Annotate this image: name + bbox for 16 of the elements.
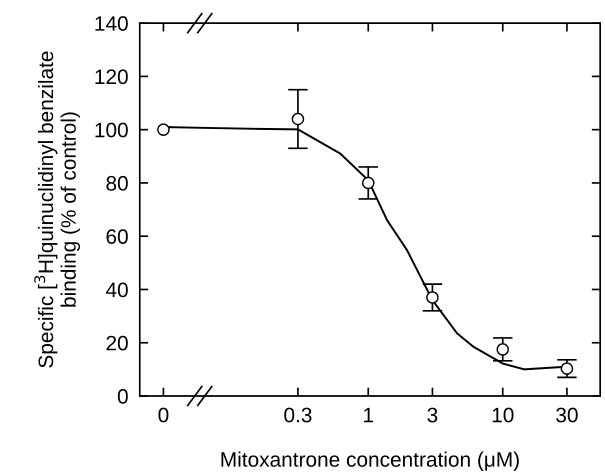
y-tick-label: 120	[95, 69, 128, 84]
y-tick-label: 80	[106, 176, 128, 191]
x-tick-label: 10	[492, 408, 514, 422]
x-tick-label: 3	[427, 408, 438, 422]
y-tick-label: 40	[106, 282, 128, 298]
x-tick-label: 30	[556, 408, 578, 422]
y-tick-label: 60	[106, 229, 128, 244]
y-axis-title: Specific [$^{3}$H]quinuclidinyl benzilate binding (% of control)	[34, 51, 80, 368]
x-axis-title: Mitoxantrone concentration (μM)	[222, 452, 519, 471]
y-tick-label: 140	[95, 16, 128, 31]
y-tick-label: 100	[95, 122, 128, 138]
x-tick-label: 1	[364, 408, 374, 422]
y-tick-label: 0	[118, 389, 128, 404]
x-tick-label: 0	[158, 408, 168, 422]
y-tick-label: 20	[106, 336, 128, 350]
x-tick-label: 0.3	[284, 408, 312, 422]
